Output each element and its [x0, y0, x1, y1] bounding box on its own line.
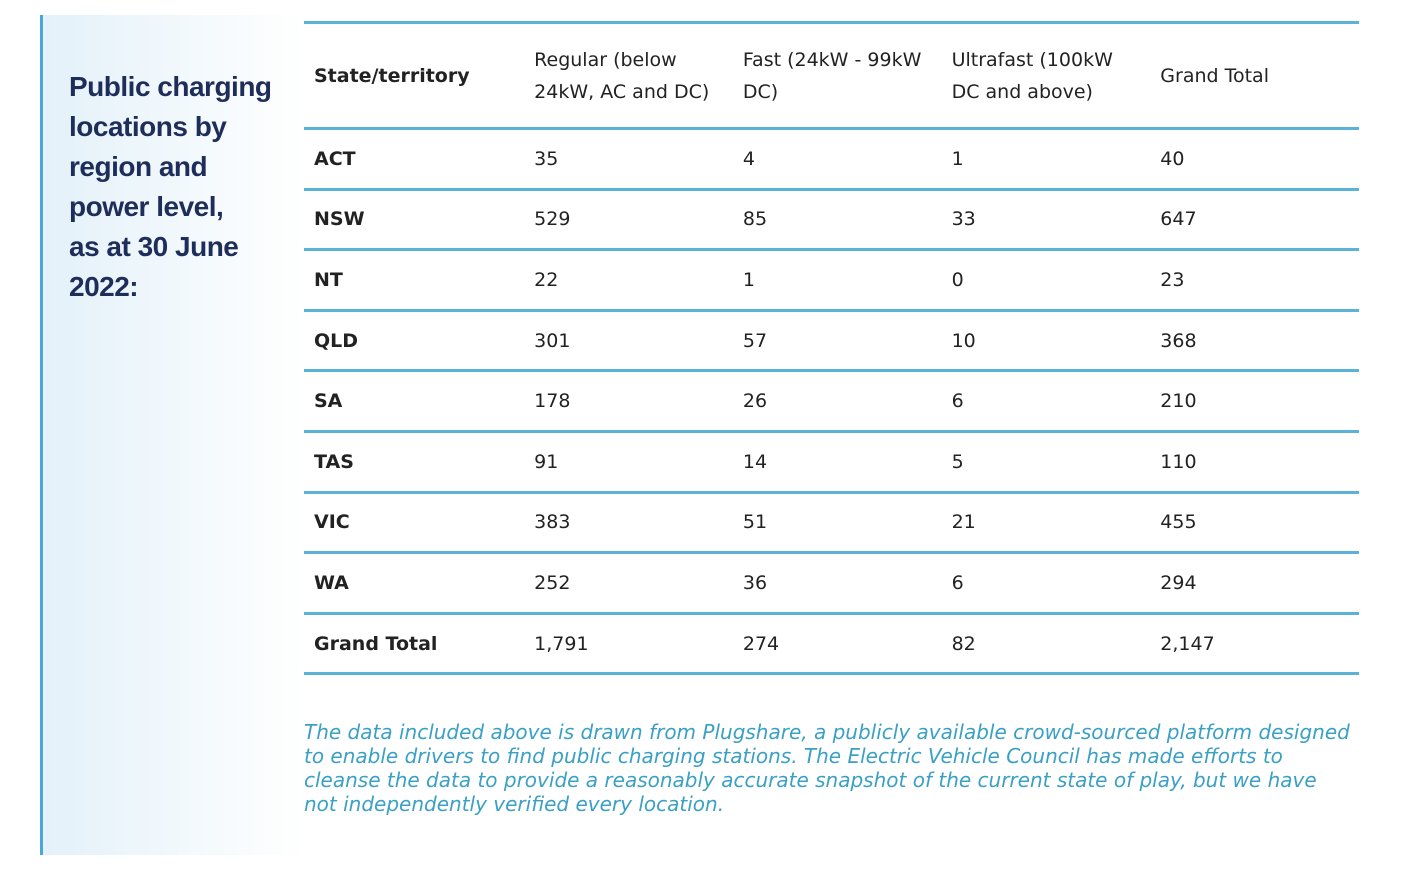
table-cell: 5	[941, 429, 1151, 493]
table-cell: 36	[732, 551, 942, 614]
header-cell: Ultrafast (100kW DC and above)	[941, 21, 1151, 129]
table-cell: 85	[732, 187, 942, 250]
title-line: region and	[69, 151, 208, 182]
table-cell: 455	[1150, 490, 1359, 553]
title-line: Public charging	[69, 71, 272, 102]
table-cell: 252	[524, 551, 733, 614]
row-label: VIC	[304, 490, 525, 553]
table-cell: 22	[524, 248, 733, 311]
title-line: as at 30 June	[69, 231, 239, 262]
table-cell: 23	[1150, 248, 1359, 311]
table-cell: 6	[941, 369, 1151, 432]
table-row: ACT 35 4 1 40	[304, 127, 1359, 190]
table-cell: 10	[941, 308, 1151, 371]
title-line: 2022:	[69, 271, 139, 302]
table-row: SA 178 26 6 210	[304, 369, 1359, 432]
table-row: Grand Total 1,791 274 82 2,147	[304, 611, 1359, 676]
row-label: WA	[304, 551, 525, 614]
table-cell: 210	[1150, 369, 1359, 432]
table-row: TAS 91 14 5 110	[304, 429, 1359, 493]
table-cell: 0	[941, 248, 1151, 311]
header-cell: State/territory	[304, 21, 525, 129]
table-cell: 294	[1150, 551, 1359, 614]
table-cell: 6	[941, 551, 1151, 614]
header-cell: Grand Total	[1150, 21, 1359, 129]
table-cell: 110	[1150, 429, 1359, 493]
row-label: SA	[304, 369, 525, 432]
table-cell: 35	[524, 127, 733, 190]
table-cell: 1,791	[524, 611, 733, 676]
table-cell: 529	[524, 187, 733, 250]
row-label: TAS	[304, 429, 525, 493]
table-row: VIC 383 51 21 455	[304, 490, 1359, 553]
data-table: State/territory Regular (below 24kW, AC a…	[304, 21, 1359, 676]
sidebar-title: Public charging locations by region and pow…	[69, 67, 272, 307]
table-row: QLD 301 57 10 368	[304, 308, 1359, 371]
table-cell: 1	[732, 248, 942, 311]
table-cell: 2,147	[1150, 611, 1359, 676]
table-cell: 274	[732, 611, 942, 676]
footnote: The data included above is drawn from Pl…	[304, 720, 1350, 816]
table-cell: 1	[941, 127, 1151, 190]
header-cell: Regular (below 24kW, AC and DC)	[524, 21, 733, 129]
row-label: Grand Total	[304, 611, 525, 676]
table-cell: 82	[941, 611, 1151, 676]
row-label: NSW	[304, 187, 525, 250]
table-cell: 33	[941, 187, 1151, 250]
table-cell: 178	[524, 369, 733, 432]
table-cell: 26	[732, 369, 942, 432]
table-cell: 4	[732, 127, 942, 190]
table-row: NT 22 1 0 23	[304, 248, 1359, 311]
title-line: power level,	[69, 191, 224, 222]
table-cell: 301	[524, 308, 733, 371]
table-cell: 368	[1150, 308, 1359, 371]
table-cell: 91	[524, 429, 733, 493]
row-label: ACT	[304, 127, 525, 190]
table-row: NSW 529 85 33 647	[304, 187, 1359, 250]
table-cell: 383	[524, 490, 733, 553]
header-row: State/territory Regular (below 24kW, AC a…	[304, 21, 1359, 129]
table-row: WA 252 36 6 294	[304, 551, 1359, 614]
header-cell: Fast (24kW - 99kW DC)	[732, 21, 942, 129]
table-cell: 40	[1150, 127, 1359, 190]
table-cell: 51	[732, 490, 942, 553]
table-cell: 21	[941, 490, 1151, 553]
row-label: NT	[304, 248, 525, 311]
table-cell: 647	[1150, 187, 1359, 250]
table-cell: 57	[732, 308, 942, 371]
title-line: locations by	[69, 111, 227, 142]
table-cell: 14	[732, 429, 942, 493]
row-label: QLD	[304, 308, 525, 371]
sidebar: Public charging locations by region and pow…	[40, 15, 305, 855]
